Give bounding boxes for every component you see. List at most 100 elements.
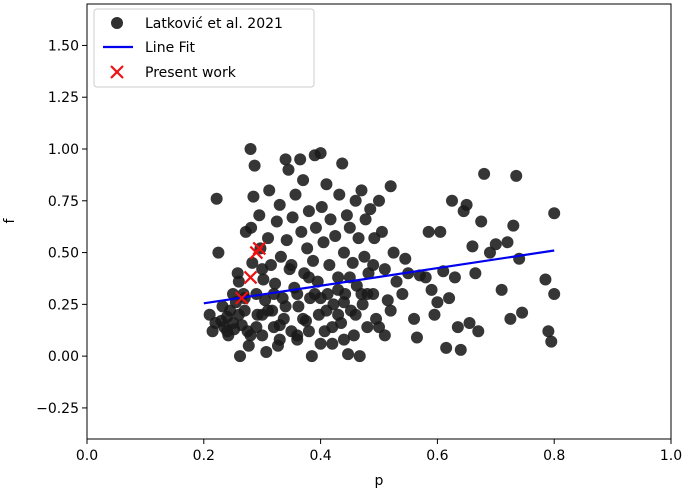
data-point xyxy=(267,288,280,300)
data-point xyxy=(297,312,310,325)
data-point xyxy=(355,288,368,300)
data-point xyxy=(378,329,391,342)
y-tick-label: 0.25 xyxy=(48,297,79,313)
data-point xyxy=(463,317,476,329)
data-point xyxy=(548,207,561,220)
x-tick-label: 0.0 xyxy=(76,448,98,464)
data-point xyxy=(425,283,438,296)
data-point xyxy=(349,194,362,207)
data-point xyxy=(440,341,453,354)
data-point xyxy=(302,271,315,284)
legend: Latković et al. 2021 Line Fit Present wo… xyxy=(93,8,315,88)
data-point xyxy=(422,225,435,238)
data-point xyxy=(245,221,258,234)
data-point xyxy=(346,256,359,269)
data-point xyxy=(381,294,394,307)
data-point xyxy=(356,298,369,311)
data-point xyxy=(495,283,508,296)
data-point xyxy=(273,333,286,346)
data-point xyxy=(250,288,263,300)
data-point xyxy=(273,319,286,332)
data-point xyxy=(259,294,272,307)
data-point xyxy=(295,225,308,238)
data-point xyxy=(390,275,403,288)
plot-frame xyxy=(86,3,672,440)
data-point xyxy=(263,184,276,197)
data-point xyxy=(248,159,261,172)
data-point xyxy=(309,221,322,234)
legend-box xyxy=(93,8,315,88)
data-point xyxy=(269,277,282,290)
data-point xyxy=(332,283,345,296)
data-point xyxy=(475,215,488,228)
data-point xyxy=(247,190,260,203)
data-point xyxy=(419,271,432,284)
data-point xyxy=(280,234,293,247)
data-point xyxy=(358,250,371,263)
data-point xyxy=(315,201,328,213)
legend-marker-scatter xyxy=(111,17,123,29)
data-point xyxy=(307,254,320,267)
data-point xyxy=(324,213,337,226)
data-point xyxy=(294,153,307,166)
present-work-marker xyxy=(243,270,258,285)
data-point xyxy=(478,167,491,180)
data-point xyxy=(244,143,257,155)
legend-marker-present xyxy=(110,65,124,79)
y-tick-label: 0.75 xyxy=(48,194,79,210)
data-point xyxy=(431,296,444,309)
data-point xyxy=(399,252,412,265)
data-point xyxy=(274,250,287,263)
data-point xyxy=(443,292,456,305)
data-point xyxy=(291,288,304,300)
data-point xyxy=(242,339,255,352)
data-point xyxy=(212,246,225,259)
data-point xyxy=(282,163,295,176)
x-tick-label: 0.4 xyxy=(309,448,331,464)
data-point xyxy=(333,188,346,201)
data-point xyxy=(279,153,292,166)
x-tick-label: 1.0 xyxy=(660,448,682,464)
data-point xyxy=(483,246,496,259)
data-point xyxy=(384,180,397,193)
data-point xyxy=(326,321,339,334)
data-point xyxy=(234,350,247,363)
data-point xyxy=(340,209,353,222)
y-axis: −0.25 0.00 0.25 0.50 0.75 1.00 1.25 1.50 xyxy=(36,38,87,417)
present-work-marker xyxy=(234,291,249,305)
data-point xyxy=(548,288,561,300)
data-point xyxy=(285,259,298,271)
data-point xyxy=(428,308,441,321)
data-point xyxy=(375,225,388,238)
data-point xyxy=(469,267,482,280)
data-point xyxy=(516,306,529,319)
data-point xyxy=(314,147,327,160)
data-point xyxy=(501,236,514,249)
data-point xyxy=(256,263,269,276)
data-point xyxy=(342,348,355,361)
data-point xyxy=(352,232,365,245)
data-point xyxy=(384,304,397,317)
data-point xyxy=(305,350,318,363)
data-point xyxy=(246,256,259,269)
data-point xyxy=(256,329,269,342)
data-point xyxy=(539,273,552,286)
data-point xyxy=(210,192,223,205)
y-tick-label: 1.50 xyxy=(48,38,79,54)
data-point xyxy=(387,246,400,259)
data-point xyxy=(353,350,366,363)
data-point xyxy=(286,211,299,224)
data-point xyxy=(221,325,234,338)
data-point xyxy=(289,188,302,201)
data-point xyxy=(302,325,315,338)
data-point xyxy=(542,325,555,338)
data-point xyxy=(337,246,350,259)
data-point xyxy=(355,184,368,197)
data-point xyxy=(504,312,517,325)
data-point xyxy=(359,213,372,226)
data-point xyxy=(270,215,283,228)
data-point xyxy=(460,198,473,211)
data-point xyxy=(545,335,558,348)
data-point xyxy=(454,343,467,356)
data-point xyxy=(472,325,485,338)
